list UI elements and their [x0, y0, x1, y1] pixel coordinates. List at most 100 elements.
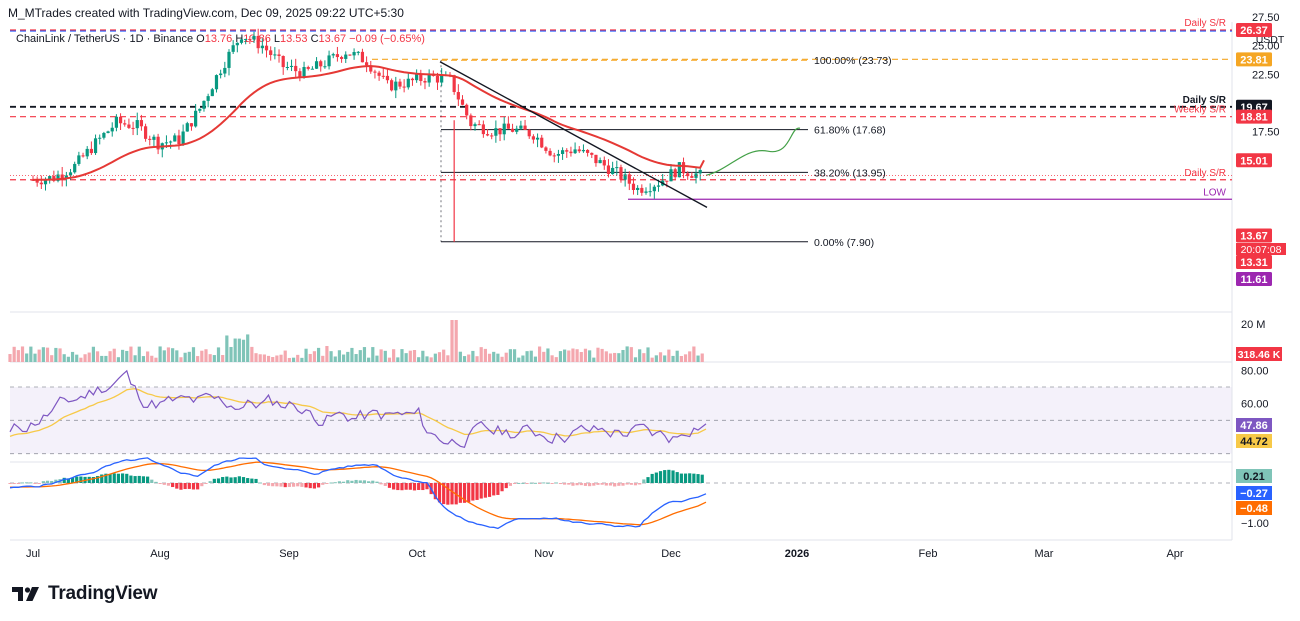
- volume-bar: [367, 357, 371, 362]
- volume-bar: [650, 357, 654, 362]
- candle-body: [252, 35, 256, 40]
- volume-bar: [592, 357, 596, 362]
- macd-histogram-bar: [392, 483, 396, 490]
- candle-body: [39, 182, 43, 185]
- rsi-tick: 80.00: [1241, 365, 1269, 377]
- macd-histogram-bar: [246, 478, 250, 483]
- candle-body: [690, 176, 694, 178]
- macd-histogram-bar: [66, 478, 70, 483]
- volume-bar: [108, 351, 112, 362]
- macd-histogram-bar: [421, 483, 425, 491]
- candle-body: [631, 183, 636, 191]
- candle-body: [118, 116, 123, 124]
- candle-body: [377, 72, 381, 76]
- volume-bar: [671, 355, 675, 362]
- candle-body: [594, 154, 598, 164]
- volume-bar: [342, 354, 346, 362]
- macd-histogram-bar: [483, 483, 487, 498]
- macd-histogram-bar: [583, 483, 588, 486]
- volume-bar: [325, 346, 329, 362]
- candle-body: [506, 123, 510, 129]
- volume-bar: [375, 355, 379, 362]
- candle-body: [498, 128, 502, 135]
- candle-body: [156, 136, 160, 150]
- macd-histogram-bar: [304, 483, 308, 488]
- candle-body: [302, 67, 306, 78]
- candle-body: [669, 169, 673, 182]
- volume-bar: [196, 356, 200, 362]
- candle-body: [435, 75, 440, 83]
- candle-body: [481, 124, 485, 135]
- macd-histogram-bar: [604, 483, 608, 486]
- macd-histogram-bar: [241, 477, 246, 483]
- volume-bar: [496, 353, 500, 362]
- candle-body: [469, 115, 473, 127]
- volume-bar: [692, 346, 696, 362]
- macd-histogram-bar: [229, 477, 233, 483]
- volume-bar: [508, 349, 512, 362]
- macd-histogram-bar: [8, 483, 12, 484]
- macd-histogram-bar: [396, 483, 400, 491]
- candle-body: [535, 137, 540, 140]
- volume-bar: [442, 349, 446, 362]
- macd-histogram-bar: [20, 482, 25, 484]
- macd-histogram-bar: [79, 476, 83, 483]
- macd-histogram-bar: [367, 481, 371, 483]
- volume-bar: [458, 351, 462, 362]
- macd-histogram-bar: [275, 483, 279, 487]
- candle-body: [665, 180, 669, 182]
- candle-body: [35, 179, 39, 183]
- volume-bar: [200, 350, 204, 362]
- macd-histogram-bar: [671, 470, 675, 483]
- candle-body: [586, 149, 590, 153]
- volume-tick: 20 M: [1241, 319, 1265, 331]
- macd-histogram-bar: [287, 483, 291, 487]
- macd-histogram-bar: [417, 483, 421, 490]
- volume-bar: [250, 346, 254, 362]
- macd-histogram-bar: [183, 483, 187, 490]
- volume-bar: [62, 354, 66, 362]
- volume-bar: [525, 351, 529, 362]
- candle-body: [365, 62, 369, 66]
- macd-histogram-bar: [567, 483, 571, 485]
- macd-histogram-bar: [279, 483, 283, 487]
- macd-histogram-bar: [404, 483, 408, 490]
- macd-histogram-bar: [12, 483, 16, 484]
- macd-histogram-bar: [171, 483, 175, 488]
- macd-histogram-bar: [146, 476, 150, 483]
- candle-body: [485, 134, 490, 136]
- volume-bar: [279, 354, 283, 362]
- price-tag: [1236, 52, 1272, 67]
- volume-bar: [129, 346, 133, 362]
- macd-histogram-bar: [667, 469, 671, 483]
- volume-bar: [112, 348, 116, 362]
- macd-tag: [1236, 486, 1272, 500]
- macd-histogram-bar: [162, 483, 166, 485]
- candle-body: [102, 132, 106, 138]
- candle-body: [656, 185, 661, 187]
- candle-body: [214, 75, 219, 90]
- candle-body: [323, 66, 327, 68]
- candle-body: [560, 150, 565, 154]
- candle-body: [264, 45, 269, 51]
- tradingview-logo[interactable]: TradingView: [12, 583, 158, 605]
- volume-bar: [608, 353, 613, 362]
- candle-body: [60, 174, 64, 179]
- price-tag-text: 13.31: [1240, 257, 1268, 269]
- candle-body: [219, 73, 223, 76]
- volume-bar: [688, 351, 692, 362]
- candle-body: [548, 150, 552, 156]
- macd-histogram-bar: [175, 483, 179, 489]
- volume-bar: [221, 355, 225, 362]
- fib-label: 0.00% (7.90): [814, 237, 874, 249]
- macd-histogram-bar: [254, 478, 258, 483]
- candle-body: [81, 155, 85, 157]
- candle-body: [114, 116, 118, 128]
- candle-body: [423, 81, 427, 83]
- descending-trendline: [439, 61, 708, 209]
- candle-body: [456, 92, 460, 100]
- candle-body: [198, 108, 202, 111]
- volume-bar: [521, 355, 525, 362]
- candle-body: [373, 71, 377, 73]
